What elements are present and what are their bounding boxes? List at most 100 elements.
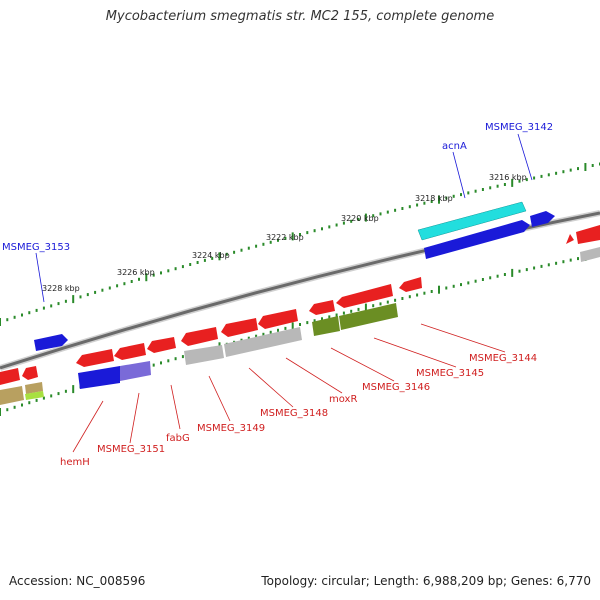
outer-scale-tick [394, 208, 397, 212]
outer-scale-tick [474, 189, 477, 193]
outer-scale-tick [577, 167, 579, 171]
outer-scale-tick [452, 194, 455, 198]
outer-scale-tick [489, 186, 492, 190]
scale-label-3226: 3226 kbp [117, 268, 155, 277]
gene-MSMEG_3144[interactable] [399, 277, 422, 292]
gene-lightgreen-left[interactable] [25, 391, 44, 400]
gene-olive-b[interactable] [339, 303, 398, 330]
inner-scale-tick [6, 408, 9, 412]
outer-scale-tick [35, 308, 38, 312]
inner-scale-tick [408, 295, 411, 299]
gene-olive-a[interactable] [312, 316, 340, 336]
inner-scale-tick [57, 392, 60, 396]
outer-scale-tick [438, 195, 440, 204]
outer-scale-tick [496, 184, 499, 188]
gene-gray-b[interactable] [184, 345, 224, 365]
outer-scale-tick [13, 315, 16, 319]
outer-scale-tick [269, 240, 272, 244]
outer-scale-tick [255, 244, 258, 248]
inner-scale-tick [342, 311, 345, 315]
outer-scale-tick [42, 306, 45, 310]
inner-scale-tick [321, 317, 323, 321]
inner-scale-tick [577, 257, 579, 261]
outer-scale-tick [233, 250, 236, 254]
gene-blue-lower[interactable] [78, 366, 120, 389]
gene-MSMEG_3146[interactable] [309, 300, 335, 315]
label-fabG: fabG [166, 433, 190, 444]
outer-scale-tick [21, 313, 23, 317]
gene-MSMEG_3142[interactable] [530, 211, 555, 227]
inner-scale-tick [503, 273, 506, 276]
outer-scale-tick [379, 212, 382, 216]
inner-scale-tick [284, 326, 287, 330]
gene-fabG[interactable] [147, 337, 176, 353]
outer-scale-tick [503, 183, 506, 186]
gene-MSMEG_3153[interactable] [34, 334, 68, 351]
reverse-strand-genes [0, 277, 422, 405]
gene-red-right-edge[interactable] [576, 225, 600, 244]
inner-scale-tick [460, 283, 462, 287]
gene-MSMEG_3148[interactable] [221, 318, 258, 337]
gene-moxR[interactable] [258, 309, 298, 329]
gene-gray-right-edge[interactable] [580, 247, 600, 262]
outer-scale-tick [335, 223, 338, 227]
inner-scale-tick [350, 309, 353, 313]
gene-MSMEG_3149[interactable] [181, 327, 218, 346]
gene-hemH[interactable] [76, 349, 114, 367]
outer-scale-tick [401, 207, 404, 210]
inner-scale-tick [467, 281, 470, 285]
outer-scale-tick [328, 225, 331, 229]
inner-scale-tick [562, 260, 565, 264]
label-MSMEG_3146: MSMEG_3146 [362, 382, 430, 393]
outer-scale-tick [584, 163, 587, 171]
inner-scale-tick [423, 291, 426, 295]
outer-scale-tick [313, 229, 316, 233]
outer-scale-tick [211, 256, 214, 260]
gene-gray-a[interactable] [224, 327, 302, 357]
outer-scale-tick [50, 304, 53, 308]
outer-scale-tick [94, 290, 97, 294]
gene-acnA-halo[interactable] [417, 201, 527, 241]
scale-label-3218: 3218 kbp [415, 194, 453, 203]
outer-scale-tick [540, 174, 543, 178]
gene-labels: MSMEG_3142 acnA MSMEG_3153 MSMEG_3144 MS… [2, 122, 553, 468]
gene-tan-left-b[interactable] [25, 382, 43, 394]
outer-scale-tick [174, 267, 177, 271]
inner-scale-tick [401, 297, 404, 300]
gene-MSMEG_3145[interactable] [336, 284, 393, 308]
label-MSMEG_3148: MSMEG_3148 [260, 408, 328, 419]
inner-scale-tick [152, 363, 155, 367]
inner-scale-tick [386, 300, 389, 304]
outer-scale-tick [181, 265, 184, 269]
outer-scale-tick [547, 173, 550, 177]
gene-acnA[interactable] [424, 220, 530, 259]
label-moxR: moxR [329, 394, 357, 405]
gene-lavender-lower[interactable] [120, 361, 151, 381]
gene-MSMEG_3151[interactable] [114, 343, 146, 360]
scale-labels: 3216 kbp 3218 kbp 3220 kbp 3222 kbp 3224… [42, 173, 527, 293]
gene-tan-left-a[interactable] [0, 386, 24, 405]
outer-scale-tick [555, 171, 558, 175]
inner-scale-tick [174, 357, 177, 361]
outer-scale-tick [123, 282, 126, 286]
outer-scale-tick [6, 318, 9, 322]
outer-scale-tick [445, 196, 448, 200]
inner-scale-tick [277, 328, 279, 332]
inner-scale-tick [379, 302, 382, 306]
outer-scale-tick [416, 203, 419, 207]
scale-label-3224: 3224 kbp [192, 251, 230, 260]
gene-red-left-a[interactable] [0, 368, 20, 385]
outer-scale-tick [408, 205, 411, 209]
inner-scale-tick [540, 264, 543, 268]
scale-label-3222: 3222 kbp [266, 233, 304, 242]
gene-red-small-right[interactable] [566, 234, 574, 244]
gene-red-left-b[interactable] [22, 366, 38, 380]
outer-scale-tick [57, 302, 60, 306]
outer-scale-tick [591, 164, 594, 167]
outer-scale-tick [357, 217, 360, 221]
inner-scale-tick [481, 278, 484, 281]
inner-scale-tick [496, 274, 499, 278]
outer-scale-tick [299, 233, 301, 236]
outer-scale-tick [511, 178, 514, 187]
